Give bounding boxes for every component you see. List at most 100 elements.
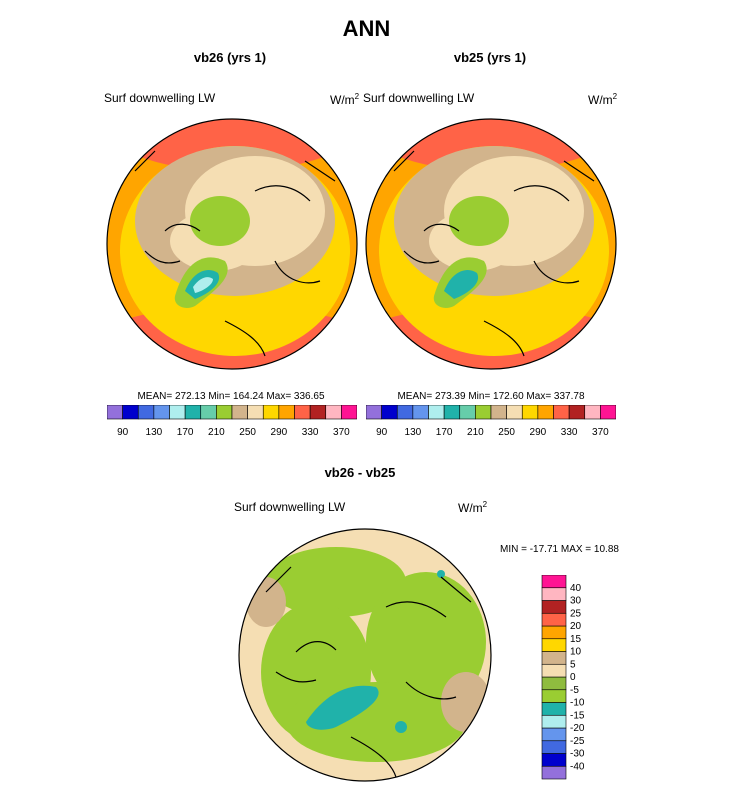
colorbar-diff-tick-label: 20 — [570, 621, 582, 632]
colorbar1-cell-15 — [341, 405, 357, 420]
colorbar2-tick-label: 130 — [405, 427, 422, 438]
colorbar-diff-cell-10 — [541, 638, 567, 652]
colorbar-diff-cell-7 — [541, 676, 567, 691]
panel-1-unit-base: W/m — [330, 93, 355, 107]
panel-2-unit-exponent: 2 — [612, 92, 618, 101]
colorbar-diff-cell-9 — [541, 651, 567, 665]
map2-north-warm-band — [371, 119, 611, 171]
colorbar-diff-cell-1 — [541, 753, 567, 767]
colorbar1-cell-8 — [231, 405, 248, 420]
colorbar2-cell-0 — [366, 405, 382, 420]
diff-teal-spot — [395, 721, 407, 733]
colorbar-diff-tick-label: 5 — [570, 659, 576, 670]
panel-1-unit-exponent: 2 — [354, 92, 360, 101]
colorbar1-cell-5 — [184, 405, 202, 420]
diff-stats: MIN = -17.71 MAX = 10.88 — [500, 544, 619, 555]
colorbar2-cell-3 — [412, 405, 429, 420]
map2-greenland-teal — [444, 270, 479, 299]
colorbar-diff-cell-11 — [541, 625, 567, 640]
diff-unit: W/m2 — [458, 500, 487, 515]
colorbar-diff-tick-label: -25 — [570, 736, 585, 747]
colorbar-diff-tick-label: -30 — [570, 749, 585, 760]
colorbar-diff-cell-15 — [541, 575, 567, 589]
colorbar-diff-tick-label: -15 — [570, 710, 585, 721]
colorbar2-tick-label: 330 — [561, 427, 578, 438]
colorbar-diff-tick-label: 15 — [570, 634, 582, 645]
colorbar1-cell-4 — [169, 405, 186, 420]
colorbar2-tick-label: 210 — [467, 427, 484, 438]
colorbar2-cell-8 — [490, 405, 507, 420]
diff-panel-title: vb26 - vb25 — [324, 465, 396, 480]
colorbar-diff-cell-14 — [541, 587, 567, 601]
colorbar1-cell-13 — [309, 405, 327, 420]
colorbar2-tick-label: 250 — [498, 427, 515, 438]
colorbar-diff-tick-label: 40 — [570, 583, 582, 594]
panel-1-title: vb26 (yrs 1) — [193, 50, 267, 65]
colorbar1-tick-label: 250 — [239, 427, 256, 438]
colorbar-diff-tick-label: -40 — [570, 761, 585, 772]
colorbar1-tick-label: 210 — [208, 427, 225, 438]
diff-tan-w — [246, 577, 286, 627]
colorbar-diff-cell-0 — [541, 765, 567, 780]
colorbar-diff-cell-12 — [541, 612, 567, 627]
panel-2-unit: W/m2 — [588, 92, 617, 107]
diff-unit-exponent: 2 — [482, 500, 488, 509]
colorbar2-cell-2 — [396, 405, 414, 420]
panel-2-unit-base: W/m — [588, 93, 613, 107]
colorbar2-cell-9 — [506, 405, 523, 420]
diff-field-label: Surf downwelling LW — [234, 500, 346, 514]
colorbar-diff-cell-13 — [541, 600, 567, 614]
colorbar-panel-2: 90 130 170 210 250 290 330 370 — [366, 405, 616, 438]
diff-border — [238, 528, 492, 782]
colorbar1-cell-12 — [294, 405, 311, 420]
diff-tan-e — [441, 672, 491, 732]
colorbar-diff-tick-label: 25 — [570, 608, 582, 619]
colorbar2-tick-label: 170 — [436, 427, 453, 438]
panel-1-unit: W/m2 — [330, 92, 359, 107]
colorbar2-cell-1 — [381, 405, 398, 420]
colorbar2-cell-6 — [459, 405, 476, 420]
map-panel-2 — [365, 118, 617, 370]
colorbar2-tick-label: 370 — [592, 427, 609, 438]
map-panel-diff — [238, 528, 492, 782]
colorbar2-cell-15 — [600, 405, 616, 420]
colorbar-diff-cell-2 — [541, 740, 567, 754]
colorbar2-tick-label: 90 — [376, 427, 388, 438]
colorbar-diff-tick-label: -20 — [570, 723, 585, 734]
colorbar1-cell-7 — [216, 405, 233, 420]
colorbar1-tick-label: 170 — [177, 427, 194, 438]
map1-coastlines — [134, 150, 336, 357]
colorbar2-cell-10 — [521, 405, 539, 420]
panel-2-field-label: Surf downwelling LW — [363, 91, 475, 105]
colorbar-diff-cell-3 — [541, 727, 567, 742]
colorbar1-tick-label: 90 — [117, 427, 129, 438]
map2-border — [365, 118, 617, 370]
colorbar2-cell-4 — [428, 405, 445, 420]
panel-1-field-label: Surf downwelling LW — [104, 91, 216, 105]
colorbar-diff-cell-4 — [541, 714, 567, 729]
map1-green-arctic — [190, 196, 250, 246]
colorbar1-tick-label: 130 — [146, 427, 163, 438]
colorbar2-cell-14 — [584, 405, 601, 420]
panel-2-stats: MEAN= 273.39 Min= 172.60 Max= 337.78 — [397, 391, 585, 402]
map1-greenland-center — [193, 277, 213, 293]
diff-teal-spot-2 — [437, 570, 445, 578]
colorbar-diff-tick-label: -10 — [570, 698, 585, 709]
colorbar2-cell-5 — [443, 405, 461, 420]
map1-north-warm-band — [112, 119, 352, 171]
colorbar-diff-tick-label: 30 — [570, 596, 582, 607]
map2-green-arctic — [449, 196, 509, 246]
colorbar1-cell-1 — [122, 405, 139, 420]
panel-2-title: vb25 (yrs 1) — [453, 50, 527, 65]
diff-unit-base: W/m — [458, 501, 483, 515]
colorbar2-cell-13 — [568, 405, 586, 420]
colorbar1-cell-3 — [153, 405, 170, 420]
colorbar2-cell-11 — [537, 405, 554, 420]
colorbar1-cell-10 — [262, 405, 280, 420]
colorbar-diff-tick-label: 10 — [570, 647, 582, 658]
diff-coastlines — [265, 566, 472, 778]
colorbar1-tick-label: 330 — [302, 427, 319, 438]
diff-greenland-teal — [306, 685, 379, 730]
panel-1-stats: MEAN= 272.13 Min= 164.24 Max= 336.65 — [137, 391, 325, 402]
